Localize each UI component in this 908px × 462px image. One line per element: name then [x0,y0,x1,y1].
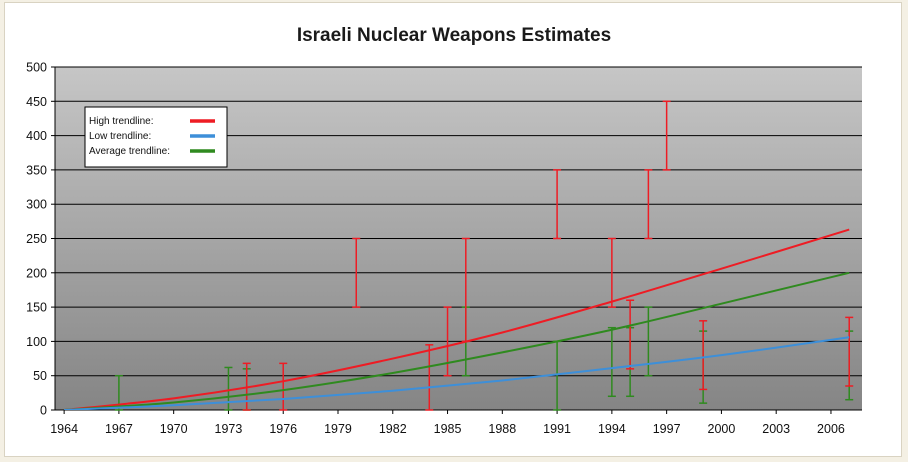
error-bar [352,237,361,308]
x-tick-label: 2006 [817,422,845,436]
x-tick-label: 1967 [105,422,133,436]
x-tick-label: 1973 [215,422,243,436]
error-bar [607,326,616,398]
x-tick-label: 2003 [762,422,790,436]
error-bar [699,320,708,391]
chart: Israeli Nuclear Weapons Estimates 0 50 100… [26,25,862,436]
error-bar [662,100,671,171]
error-bar [279,362,288,411]
legend-label: Average trendline: [89,146,170,157]
y-tick-label: 200 [26,266,47,280]
error-bar [425,344,434,411]
chart-title: Israeli Nuclear Weapons Estimates [297,25,611,46]
error-bar [553,169,562,240]
high-trendline [64,228,850,410]
y-tick-label: 300 [26,198,47,212]
x-tick-label: 1970 [160,422,188,436]
x-tick-label: 1964 [50,422,78,436]
error-bar [644,169,653,240]
x-tick-label: 1997 [653,422,681,436]
legend-label: High trendline: [89,116,153,127]
x-axis: 1964 1967 1970 1973 1976 1979 1982 1985 1988 1991… [50,409,862,436]
y-tick-label: 250 [26,232,47,246]
x-tick-label: 1991 [543,422,571,436]
error-bar [443,306,452,377]
legend: High trendline: Low trendline: Average tre… [84,106,228,168]
x-tick-label: 1979 [324,422,352,436]
y-tick-label: 500 [26,61,47,75]
x-tick-label: 1985 [434,422,462,436]
chart-frame: Israeli Nuclear Weapons Estimates 0 50 100… [4,2,902,457]
average-trendline [64,271,850,410]
error-bar [626,299,635,370]
x-tick-label: 1982 [379,422,407,436]
y-tick-label: 400 [26,129,47,143]
trendlines [64,228,850,410]
error-bars [114,100,854,411]
y-tick-label: 450 [26,95,47,109]
y-tick-label: 350 [26,163,47,177]
x-tick-label: 2000 [708,422,736,436]
y-tick-label: 100 [26,335,47,349]
y-tick-label: 150 [26,301,47,315]
error-bar [845,316,854,387]
y-tick-label: 0 [40,404,47,418]
legend-label: Low trendline: [89,131,151,142]
x-tick-label: 1976 [269,422,297,436]
error-bar [607,237,616,308]
y-tick-label: 50 [33,369,47,383]
x-tick-label: 1994 [598,422,626,436]
low-trendline [64,336,850,410]
x-tick-label: 1988 [488,422,516,436]
y-axis: 0 50 100 150 200 250 300 350 400 450 500 [26,61,56,418]
